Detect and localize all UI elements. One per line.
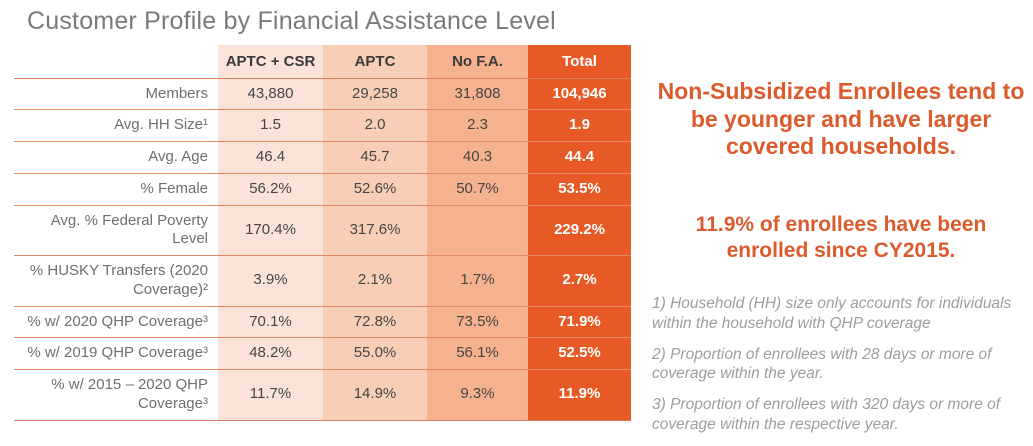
cell-aptc: 55.0%: [323, 337, 427, 370]
cell-no-fa: 73.5%: [427, 306, 528, 338]
column-header-no-fa: No F.A.: [427, 45, 528, 78]
cell-total: 2.7%: [528, 255, 631, 306]
cell-no-fa: 50.7%: [427, 173, 528, 205]
cell-total: 52.5%: [528, 337, 631, 370]
row-label: % w/ 2015 – 2020 QHP Coverage³: [14, 369, 218, 420]
cell-aptc: 72.8%: [323, 306, 427, 338]
cell-aptc: 2.0: [323, 109, 427, 142]
cell-total: 53.5%: [528, 173, 631, 205]
insight-headline-enrolled-since-cy2015: 11.9% of enrollees have been enrolled si…: [695, 213, 987, 263]
row-label: Avg. HH Size¹: [14, 109, 218, 142]
customer-profile-table-container: APTC + CSR APTC No F.A. Total Members 43…: [14, 45, 631, 421]
cell-aptc: 29,258: [323, 78, 427, 110]
cell-total: 1.9: [528, 109, 631, 142]
cell-aptc-csr: 48.2%: [218, 337, 323, 370]
cell-aptc: 317.6%: [323, 205, 427, 256]
table-row-husky-transfers: % HUSKY Transfers (2020 Coverage)² 3.9% …: [14, 255, 631, 306]
cell-no-fa: 56.1%: [427, 337, 528, 370]
cell-no-fa: 1.7%: [427, 255, 528, 306]
cell-no-fa: [427, 205, 528, 256]
cell-aptc: 2.1%: [323, 255, 427, 306]
customer-profile-table: APTC + CSR APTC No F.A. Total Members 43…: [14, 45, 631, 421]
table-header-row: APTC + CSR APTC No F.A. Total: [14, 45, 631, 78]
cell-total: 71.9%: [528, 306, 631, 338]
page-title: Customer Profile by Financial Assistance…: [27, 7, 556, 35]
table-row-avg-hh-size: Avg. HH Size¹ 1.5 2.0 2.3 1.9: [14, 109, 631, 142]
row-label: % HUSKY Transfers (2020 Coverage)²: [14, 255, 218, 306]
cell-total: 11.9%: [528, 369, 631, 420]
cell-aptc: 52.6%: [323, 173, 427, 205]
cell-no-fa: 31,808: [427, 78, 528, 110]
cell-aptc-csr: 11.7%: [218, 369, 323, 420]
column-header-total: Total: [528, 45, 631, 78]
footnote-3: 3) Proportion of enrollees with 320 days…: [652, 396, 1001, 434]
row-label: % w/ 2019 QHP Coverage³: [14, 337, 218, 370]
cell-total: 44.4: [528, 141, 631, 174]
cell-aptc-csr: 56.2%: [218, 173, 323, 205]
footnotes: 1) Household (HH) size only accounts for…: [652, 294, 1030, 446]
footnote-2: 2) Proportion of enrollees with 28 days …: [652, 345, 992, 383]
cell-aptc: 14.9%: [323, 369, 427, 420]
cell-aptc: 45.7: [323, 141, 427, 174]
cell-aptc-csr: 1.5: [218, 109, 323, 142]
table-row-2019-qhp: % w/ 2019 QHP Coverage³ 48.2% 55.0% 56.1…: [14, 337, 631, 370]
column-header-aptc-csr: APTC + CSR: [218, 45, 323, 78]
row-label: Avg. Age: [14, 141, 218, 174]
table-row-2020-qhp: % w/ 2020 QHP Coverage³ 70.1% 72.8% 73.5…: [14, 306, 631, 338]
cell-no-fa: 9.3%: [427, 369, 528, 420]
row-label: Avg. % Federal Poverty Level: [14, 205, 218, 256]
cell-aptc-csr: 170.4%: [218, 205, 323, 256]
cell-no-fa: 2.3: [427, 109, 528, 142]
table-row-avg-fpl: Avg. % Federal Poverty Level 170.4% 317.…: [14, 205, 631, 256]
cell-aptc-csr: 3.9%: [218, 255, 323, 306]
row-label: Members: [14, 78, 218, 110]
row-label: % Female: [14, 173, 218, 205]
cell-total: 229.2%: [528, 205, 631, 256]
table-row-avg-age: Avg. Age 46.4 45.7 40.3 44.4: [14, 141, 631, 174]
cell-aptc-csr: 46.4: [218, 141, 323, 174]
cell-aptc-csr: 70.1%: [218, 306, 323, 338]
column-header-blank: [14, 45, 218, 78]
insight-headline-non-subsidized: Non-Subsidized Enrollees tend to be youn…: [657, 78, 1025, 160]
row-label: % w/ 2020 QHP Coverage³: [14, 306, 218, 338]
cell-total: 104,946: [528, 78, 631, 110]
cell-aptc-csr: 43,880: [218, 78, 323, 110]
column-header-aptc: APTC: [323, 45, 427, 78]
footnote-1: 1) Household (HH) size only accounts for…: [652, 295, 1012, 332]
table-row-members: Members 43,880 29,258 31,808 104,946: [14, 78, 631, 110]
cell-no-fa: 40.3: [427, 141, 528, 174]
table-row-pct-female: % Female 56.2% 52.6% 50.7% 53.5%: [14, 173, 631, 205]
table-row-2015-2020-qhp: % w/ 2015 – 2020 QHP Coverage³ 11.7% 14.…: [14, 369, 631, 420]
